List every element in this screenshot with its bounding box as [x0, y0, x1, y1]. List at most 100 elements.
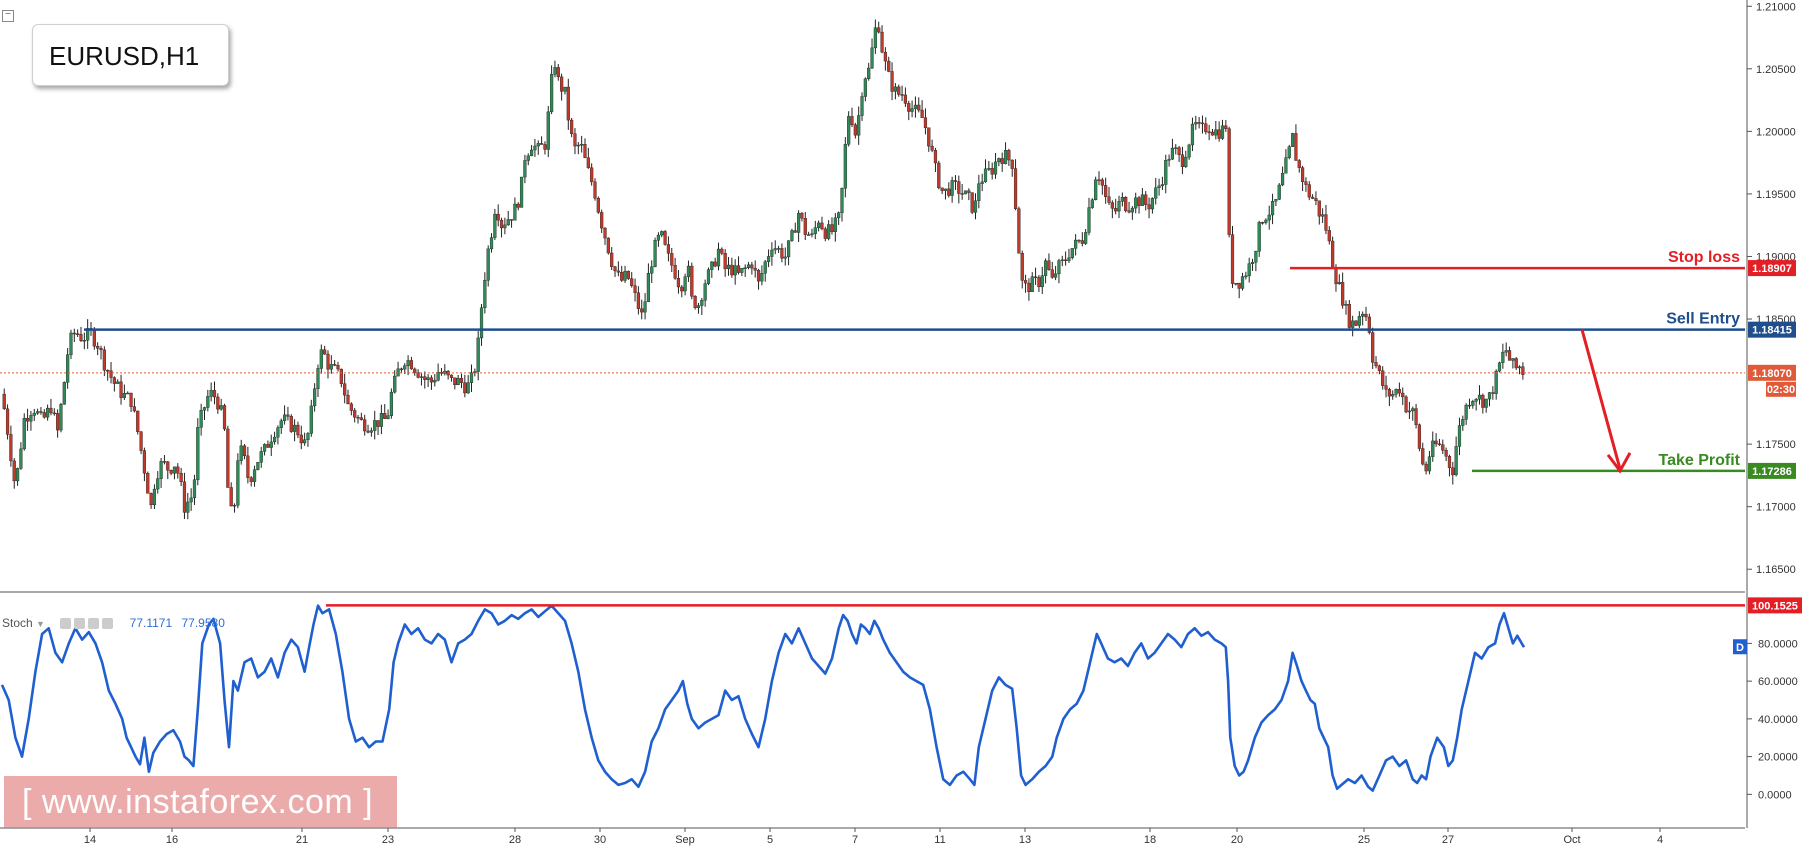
candle[interactable] — [1387, 389, 1391, 397]
candle[interactable] — [486, 248, 490, 281]
candle[interactable] — [416, 372, 420, 378]
candle[interactable] — [152, 488, 157, 506]
candle[interactable] — [947, 188, 951, 196]
candle[interactable] — [807, 234, 811, 236]
candle[interactable] — [626, 270, 630, 279]
candle[interactable] — [606, 237, 610, 254]
candle[interactable] — [426, 377, 430, 380]
candle[interactable] — [1404, 396, 1408, 413]
candle[interactable] — [142, 450, 147, 474]
candle[interactable] — [1294, 133, 1298, 161]
candle[interactable] — [186, 501, 190, 513]
candle[interactable] — [139, 431, 143, 451]
candle[interactable] — [536, 143, 540, 147]
candle[interactable] — [1057, 260, 1061, 275]
candle[interactable] — [366, 430, 370, 433]
candle[interactable] — [529, 149, 534, 157]
candle[interactable] — [736, 265, 741, 273]
candle[interactable] — [937, 162, 941, 189]
candle[interactable] — [716, 248, 721, 267]
candle[interactable] — [126, 392, 130, 395]
candle[interactable] — [373, 420, 377, 431]
candle[interactable] — [1297, 160, 1301, 168]
candle[interactable] — [436, 371, 440, 381]
candle[interactable] — [1084, 232, 1088, 244]
candle[interactable] — [616, 270, 620, 273]
candle[interactable] — [1164, 160, 1168, 185]
candle[interactable] — [513, 203, 517, 221]
candle[interactable] — [980, 181, 984, 184]
candle[interactable] — [246, 455, 250, 478]
candle[interactable] — [1287, 146, 1291, 158]
candle[interactable] — [1097, 179, 1101, 182]
candle[interactable] — [1023, 280, 1028, 284]
candle[interactable] — [1177, 147, 1181, 156]
candle[interactable] — [433, 380, 437, 383]
candle[interactable] — [296, 424, 300, 436]
candle[interactable] — [353, 410, 357, 418]
candle[interactable] — [1407, 410, 1412, 413]
candle[interactable] — [756, 270, 761, 282]
candle[interactable] — [399, 368, 404, 371]
candle[interactable] — [483, 279, 487, 308]
candle[interactable] — [1284, 157, 1288, 174]
candle[interactable] — [1471, 401, 1475, 406]
candle[interactable] — [1157, 185, 1161, 188]
candle[interactable] — [957, 181, 961, 194]
candle[interactable] — [983, 168, 988, 183]
candle[interactable] — [303, 439, 307, 444]
candle[interactable] — [743, 267, 747, 269]
candle[interactable] — [1517, 366, 1522, 369]
candle[interactable] — [79, 334, 83, 341]
candle[interactable] — [1411, 408, 1415, 412]
candle[interactable] — [1367, 316, 1371, 333]
candle[interactable] — [1417, 424, 1422, 449]
candle[interactable] — [1467, 404, 1472, 407]
candle[interactable] — [556, 67, 560, 78]
candle[interactable] — [199, 409, 203, 428]
candle[interactable] — [636, 292, 640, 309]
candle[interactable] — [903, 94, 908, 104]
candle[interactable] — [910, 108, 914, 112]
candle[interactable] — [286, 414, 290, 417]
candle[interactable] — [252, 469, 257, 482]
indicator-tools[interactable] — [60, 617, 122, 630]
candle[interactable] — [1494, 370, 1498, 394]
candle[interactable] — [967, 190, 971, 193]
candle[interactable] — [1487, 392, 1492, 400]
candle[interactable] — [349, 403, 353, 411]
candle[interactable] — [1220, 125, 1225, 139]
candle[interactable] — [493, 213, 497, 238]
candle[interactable] — [526, 155, 530, 161]
candle[interactable] — [553, 67, 557, 75]
candle[interactable] — [656, 234, 661, 241]
candle[interactable] — [182, 481, 187, 513]
candle[interactable] — [786, 240, 791, 258]
candle[interactable] — [1197, 122, 1201, 124]
candle[interactable] — [650, 266, 654, 274]
candle[interactable] — [900, 94, 904, 96]
candle[interactable] — [1384, 385, 1388, 390]
candle[interactable] — [82, 340, 86, 342]
candle[interactable] — [1331, 240, 1335, 269]
candle[interactable] — [1154, 187, 1158, 199]
candle[interactable] — [383, 413, 387, 419]
candle[interactable] — [566, 86, 570, 121]
candle[interactable] — [62, 382, 66, 405]
candle[interactable] — [1134, 197, 1138, 209]
candle[interactable] — [850, 116, 854, 126]
candle[interactable] — [1230, 234, 1235, 284]
candle[interactable] — [1040, 275, 1044, 288]
candle[interactable] — [1250, 262, 1255, 264]
candle[interactable] — [1094, 179, 1098, 201]
candle[interactable] — [25, 417, 30, 422]
candle[interactable] — [316, 368, 320, 389]
candle[interactable] — [279, 420, 283, 428]
candle[interactable] — [1337, 282, 1341, 285]
candle[interactable] — [590, 167, 594, 183]
candle[interactable] — [106, 370, 110, 372]
candle[interactable] — [653, 240, 657, 267]
candle[interactable] — [640, 308, 644, 313]
candle[interactable] — [219, 405, 223, 410]
